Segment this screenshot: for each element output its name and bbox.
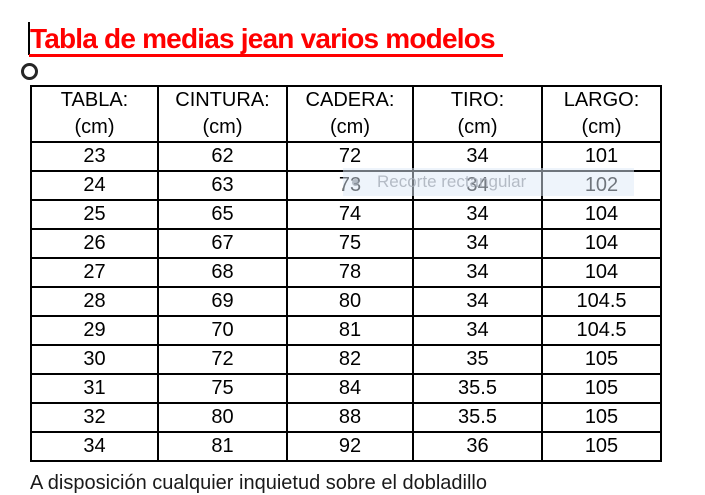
table-cell[interactable]: 104.5 — [541, 286, 662, 317]
table-cell[interactable]: 72 — [286, 141, 414, 172]
column-header[interactable]: TIRO: (cm) — [412, 85, 543, 143]
jean-sizes-table: TABLA: (cm) CINTURA: (cm) CADERA: (cm) TIRO: (c… — [30, 85, 662, 462]
column-header-unit: (cm) — [581, 116, 622, 138]
table-cell[interactable]: 27 — [30, 257, 159, 288]
table-cell[interactable]: 34 — [412, 141, 543, 172]
table-cell[interactable]: 72 — [157, 344, 288, 375]
column-header-name: LARGO: — [563, 89, 640, 111]
table-cell[interactable]: 74 — [286, 199, 414, 230]
table-cell[interactable]: 101 — [541, 141, 662, 172]
column-header-name: CINTURA: — [175, 89, 270, 111]
table-cell[interactable]: 81 — [157, 431, 288, 462]
table-cell[interactable]: 78 — [286, 257, 414, 288]
table-cell[interactable]: 34 — [412, 315, 543, 346]
table-cell[interactable]: 36 — [412, 431, 543, 462]
table-cell[interactable]: 34 — [412, 286, 543, 317]
column-header[interactable]: LARGO: (cm) — [541, 85, 662, 143]
table-cell[interactable]: 105 — [541, 373, 662, 404]
table-row: 28 69 80 34 104.5 — [30, 286, 662, 317]
table-cell[interactable]: 34 — [412, 228, 543, 259]
table-row: 29 70 81 34 104.5 — [30, 315, 662, 346]
table-cell[interactable]: 105 — [541, 402, 662, 433]
column-header-unit: (cm) — [457, 116, 498, 138]
table-cell[interactable]: 34 — [412, 257, 543, 288]
column-header[interactable]: TABLA: (cm) — [30, 85, 159, 143]
column-header-name: CADERA: — [305, 89, 395, 111]
table-cell[interactable]: 82 — [286, 344, 414, 375]
table-row: 27 68 78 34 104 — [30, 257, 662, 288]
column-header[interactable]: CADERA: (cm) — [286, 85, 414, 143]
table-cell[interactable]: 25 — [30, 199, 159, 230]
table-cell[interactable]: 105 — [541, 431, 662, 462]
table-cell[interactable]: 34 — [30, 431, 159, 462]
table-cell[interactable]: 31 — [30, 373, 159, 404]
table-cell[interactable]: 69 — [157, 286, 288, 317]
object-anchor-icon[interactable] — [21, 63, 38, 80]
table-cell[interactable]: 102 — [541, 170, 662, 201]
table-row: 30 72 82 35 105 — [30, 344, 662, 375]
table-cell[interactable]: 80 — [286, 286, 414, 317]
table-cell[interactable]: 104 — [541, 228, 662, 259]
table-cell[interactable]: 23 — [30, 141, 159, 172]
document-page: { "title": { "text": "Tabla de medias je… — [21, 22, 662, 494]
table-cell[interactable]: 28 — [30, 286, 159, 317]
table-row: 26 67 75 34 104 — [30, 228, 662, 259]
table-cell[interactable]: 105 — [541, 344, 662, 375]
table-cell[interactable]: 88 — [286, 402, 414, 433]
page-title[interactable]: Tabla de medias jean varios modelos — [29, 24, 503, 58]
table-row: 31 75 84 35.5 105 — [30, 373, 662, 404]
table-cell[interactable]: 35.5 — [412, 373, 543, 404]
table-cell[interactable]: 104.5 — [541, 315, 662, 346]
column-header-unit: (cm) — [330, 116, 370, 138]
table-header-row: TABLA: (cm) CINTURA: (cm) CADERA: (cm) TIRO: (c… — [30, 85, 662, 143]
table-cell[interactable]: 29 — [30, 315, 159, 346]
table-cell[interactable]: 35 — [412, 344, 543, 375]
table-row: 24 63 73 34 102 — [30, 170, 662, 201]
table-cell[interactable]: 68 — [157, 257, 288, 288]
table-cell[interactable]: 34 — [412, 199, 543, 230]
table-cell[interactable]: 81 — [286, 315, 414, 346]
table-cell[interactable]: 67 — [157, 228, 288, 259]
table-cell[interactable]: 24 — [30, 170, 159, 201]
table-cell[interactable]: 75 — [286, 228, 414, 259]
table-cell[interactable]: 104 — [541, 257, 662, 288]
table-cell[interactable]: 26 — [30, 228, 159, 259]
table-cell[interactable]: 84 — [286, 373, 414, 404]
table-cell[interactable]: 30 — [30, 344, 159, 375]
table-cell[interactable]: 92 — [286, 431, 414, 462]
table-cell[interactable]: 104 — [541, 199, 662, 230]
table-cell[interactable]: 65 — [157, 199, 288, 230]
table-cell[interactable]: 32 — [30, 402, 159, 433]
table-row: 32 80 88 35.5 105 — [30, 402, 662, 433]
table-cell[interactable]: 62 — [157, 141, 288, 172]
table-cell[interactable]: 75 — [157, 373, 288, 404]
table-row: 23 62 72 34 101 — [30, 141, 662, 172]
table-row: 34 81 92 36 105 — [30, 431, 662, 462]
table-cell[interactable]: 73 — [286, 170, 414, 201]
column-header-name: TIRO: — [450, 89, 505, 111]
column-header-unit: (cm) — [202, 116, 243, 138]
table-cell[interactable]: 70 — [157, 315, 288, 346]
column-header-unit: (cm) — [74, 116, 115, 138]
text-cursor-caret — [28, 22, 30, 55]
table-row: 25 65 74 34 104 — [30, 199, 662, 230]
table-cell[interactable]: 80 — [157, 402, 288, 433]
table-cell[interactable]: 34 — [412, 170, 543, 201]
table-cell[interactable]: 63 — [157, 170, 288, 201]
column-header-name: TABLA: — [60, 89, 129, 111]
table-cell[interactable]: 35.5 — [412, 402, 543, 433]
body-text-clipped[interactable]: A disposición cualquier inquietud sobre … — [30, 472, 487, 494]
column-header[interactable]: CINTURA: (cm) — [157, 85, 288, 143]
